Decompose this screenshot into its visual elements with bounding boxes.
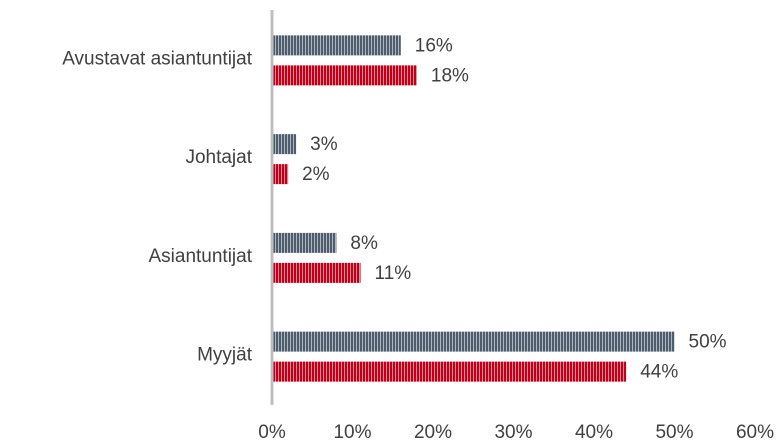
data-label: 11% [375,263,412,284]
bar [272,35,401,56]
data-label: 2% [302,164,330,185]
bar [272,134,297,155]
x-tick-label: 0% [258,422,286,443]
y-tick-label: Myyjät [197,345,253,366]
bar [272,331,675,352]
data-label: 50% [689,332,727,353]
bar [272,65,417,86]
data-label: 8% [350,233,378,254]
y-tick-label: Avustavat asiantuntijat [62,48,252,69]
x-tick-label: 20% [414,422,452,443]
x-tick-label: 40% [575,422,613,443]
x-tick-label: 10% [333,422,371,443]
bar [272,164,289,185]
y-tick-label: Asiantuntijat [148,246,252,267]
data-label: 44% [640,362,678,383]
bar [272,361,627,382]
data-label: 18% [431,65,469,86]
x-tick-label: 60% [736,422,774,443]
bar [272,232,337,253]
data-label: 3% [310,134,338,155]
x-tick-label: 30% [494,422,532,443]
y-tick-label: Johtajat [185,147,252,168]
bar [272,262,361,283]
data-label: 16% [415,35,453,56]
x-tick-label: 50% [655,422,693,443]
